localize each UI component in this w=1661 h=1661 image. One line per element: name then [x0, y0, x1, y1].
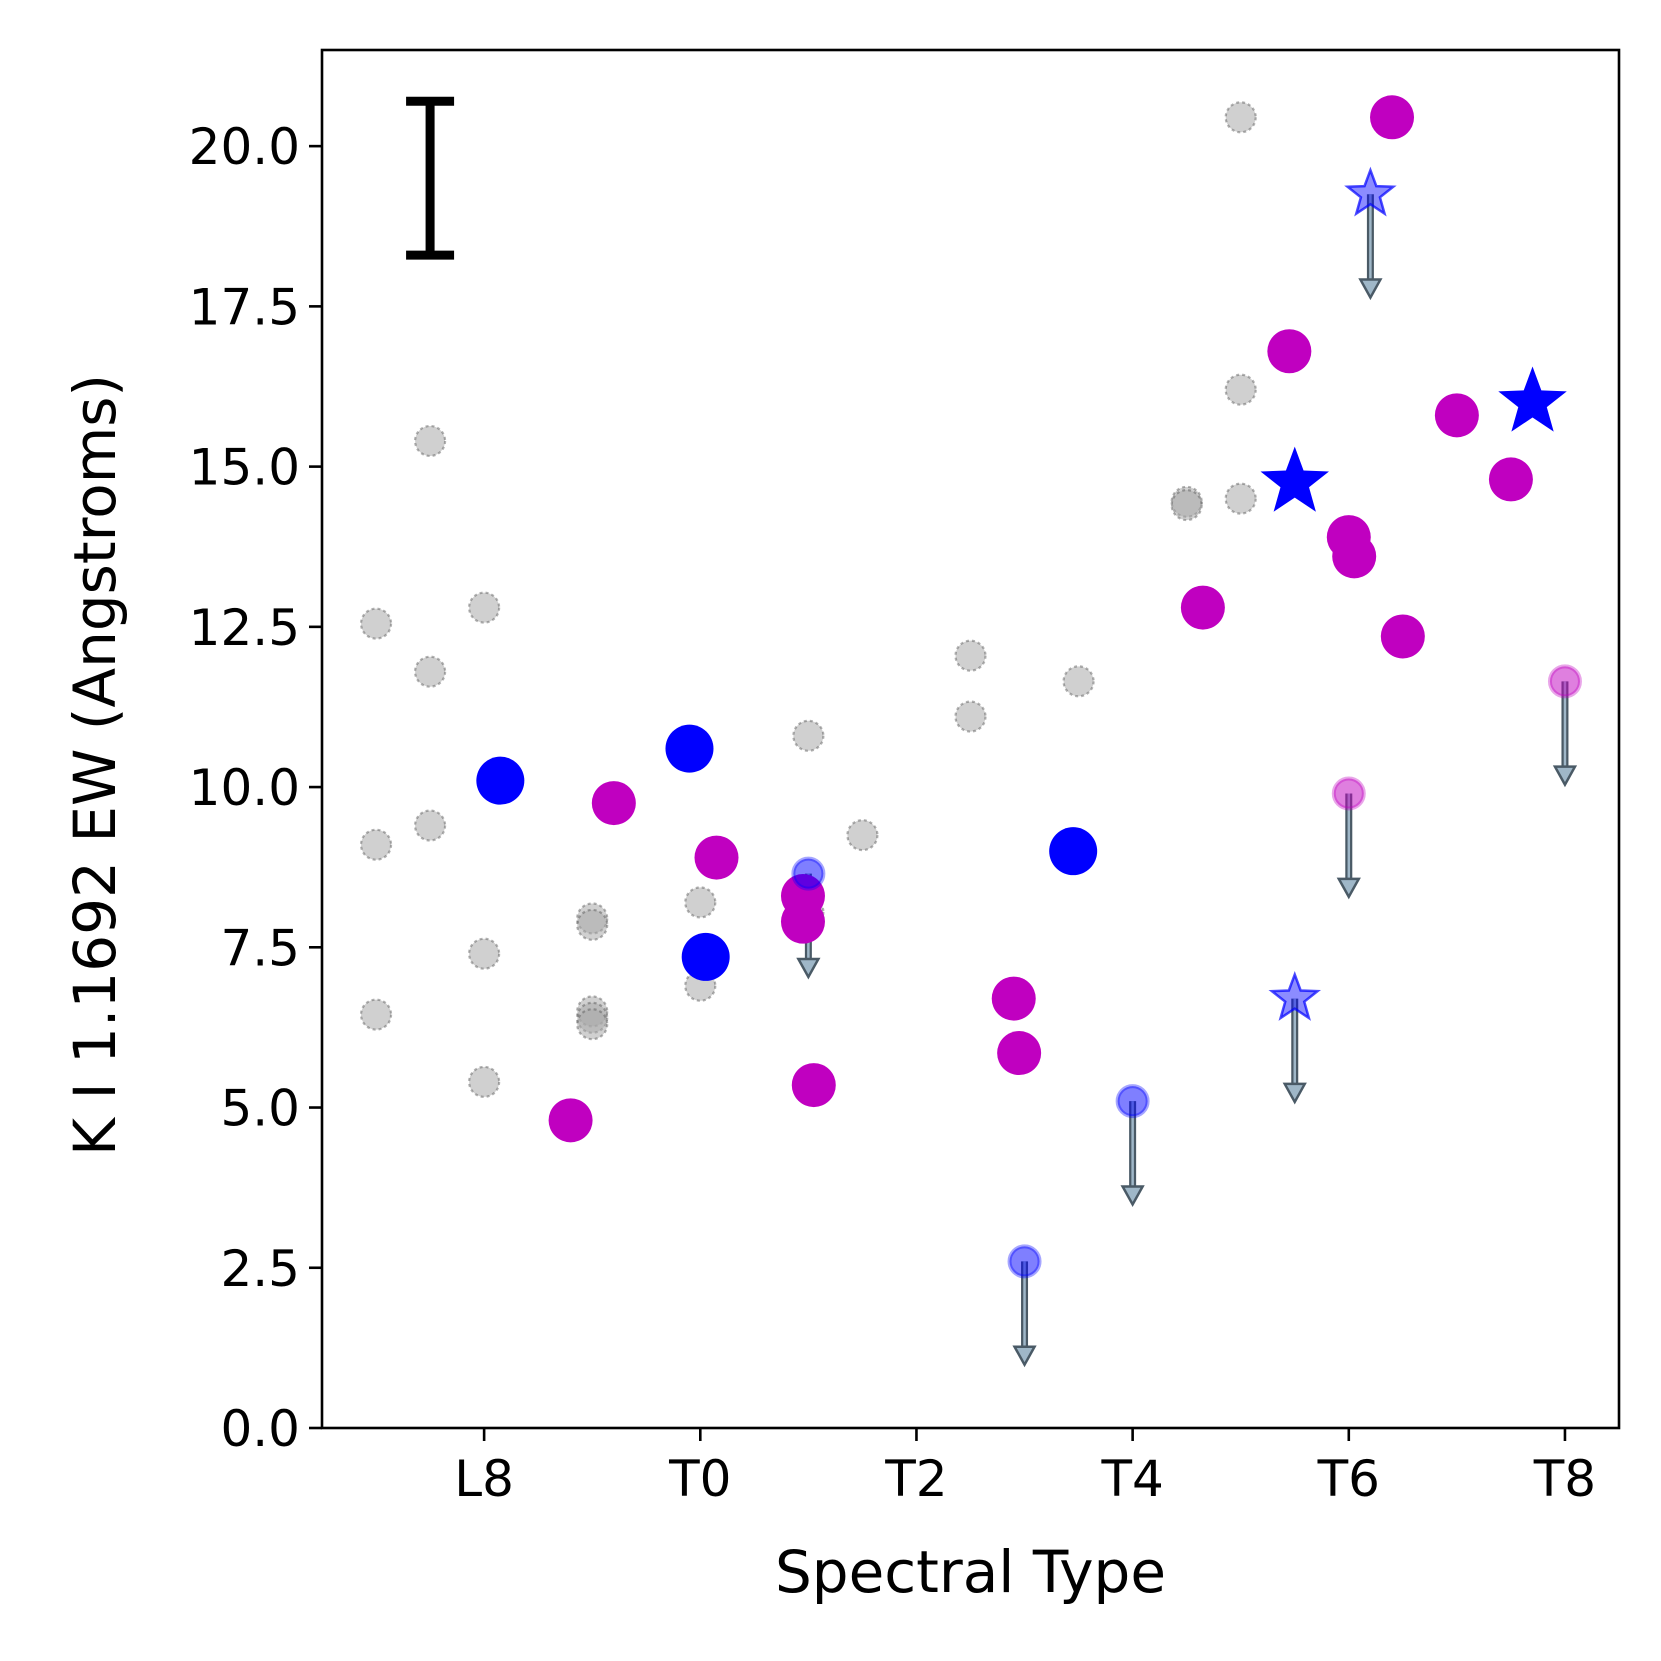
comparison-point	[359, 998, 393, 1031]
upper-limit-star-marker	[1344, 166, 1397, 217]
y-tick-label: 10.0	[189, 759, 300, 817]
upper-limit-arrow-head	[1282, 1082, 1307, 1105]
magenta-point	[1332, 534, 1377, 579]
comparison-point	[468, 591, 501, 624]
magenta-point	[1380, 614, 1425, 659]
comparison-point	[1224, 373, 1257, 406]
magenta-point	[791, 1063, 836, 1108]
y-tick-label: 7.5	[220, 919, 300, 977]
comparison-point	[576, 908, 609, 941]
blue-point	[681, 932, 730, 981]
magenta-point	[548, 1098, 593, 1143]
x-tick-label: L8	[454, 1450, 514, 1508]
upper-limit-arrow-head	[796, 957, 821, 980]
y-tick-label: 0.0	[220, 1400, 300, 1458]
upper-limit-marker	[791, 856, 826, 891]
comparison-point	[846, 819, 879, 852]
magenta-point	[694, 835, 739, 880]
x-tick-label: T6	[1317, 1450, 1380, 1508]
comparison-point	[413, 424, 447, 458]
comparison-point	[359, 828, 393, 861]
upper-limit-arrow-head	[1336, 877, 1361, 900]
comparison-point	[576, 1008, 609, 1041]
upper-limit-marker	[1331, 776, 1366, 811]
blue-point	[476, 756, 525, 805]
blue-point	[665, 724, 714, 773]
plot-marks	[359, 95, 1582, 1368]
blue-star-point	[1498, 366, 1567, 432]
comparison-point	[1224, 101, 1257, 134]
x-tick-label: T2	[884, 1450, 947, 1508]
magenta-point	[1434, 393, 1479, 438]
comparison-point	[359, 607, 393, 640]
comparison-point	[468, 1065, 501, 1098]
comparison-point	[954, 639, 987, 672]
x-tick-label: T4	[1100, 1450, 1163, 1508]
magenta-point	[1180, 585, 1225, 630]
comparison-point	[413, 655, 447, 688]
y-tick-label: 12.5	[189, 599, 300, 657]
plot-frame	[320, 48, 1621, 1430]
typical-error-bar	[406, 96, 455, 260]
magenta-point	[1488, 457, 1533, 502]
blue-star-point	[1260, 446, 1329, 512]
magenta-point	[591, 781, 636, 826]
comparison-point	[1224, 482, 1257, 515]
upper-limit-arrow-head	[1552, 765, 1578, 788]
upper-limit-marker	[1115, 1084, 1150, 1119]
y-tick-label: 5.0	[220, 1080, 300, 1138]
upper-limit-marker	[1547, 664, 1582, 699]
comparison-point	[954, 700, 987, 733]
upper-limit-marker	[1007, 1244, 1042, 1279]
comparison-point	[684, 886, 717, 919]
upper-limit-star-marker	[1268, 970, 1322, 1021]
y-axis: 0.0 2.5 5.0 7.5 10.0 12.5 15.0 17.5 20.0	[189, 118, 322, 1458]
x-axis-label: Spectral Type	[775, 1538, 1166, 1606]
x-axis: L8 T0 T2 T4 T6 T8	[454, 1428, 1596, 1508]
upper-limit-arrow-head	[1012, 1345, 1037, 1368]
magenta-point	[997, 1031, 1042, 1076]
upper-limit-arrow-head	[1358, 278, 1383, 301]
comparison-point	[792, 719, 825, 752]
y-tick-label: 15.0	[189, 439, 300, 497]
y-tick-label: 20.0	[189, 118, 300, 176]
comparison-point	[468, 937, 501, 970]
magenta-point	[780, 899, 825, 944]
y-axis-label: K I 1.1692 EW (Angstroms)	[61, 374, 129, 1156]
blue-point	[1049, 827, 1098, 876]
comparison-point	[1062, 665, 1095, 698]
upper-limit-arrow-head	[1120, 1185, 1145, 1208]
y-tick-label: 17.5	[189, 278, 300, 336]
comparison-point	[1170, 488, 1203, 522]
x-tick-label: T0	[668, 1450, 731, 1508]
magenta-point	[991, 976, 1036, 1021]
comparison-point	[413, 809, 447, 842]
y-tick-label: 2.5	[220, 1240, 300, 1298]
magenta-point	[1267, 329, 1312, 374]
x-tick-label: T8	[1533, 1450, 1596, 1508]
magenta-point	[1370, 95, 1415, 140]
